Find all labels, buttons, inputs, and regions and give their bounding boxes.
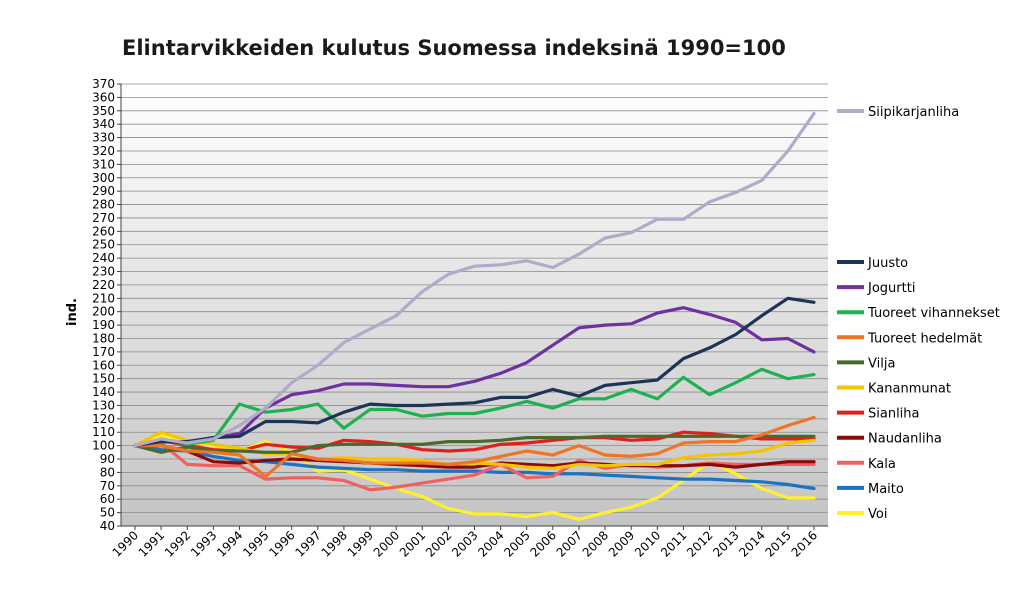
series-lines	[133, 111, 816, 521]
x-tick-label: 2014	[736, 528, 767, 559]
y-tick-label: 150	[92, 372, 115, 386]
y-axis-label: ind.	[65, 298, 80, 326]
x-axis-ticks: 1990199119921993199419951996199719981999…	[110, 526, 820, 560]
y-tick-label: 210	[92, 291, 115, 305]
y-tick-label: 290	[92, 184, 115, 198]
legend-entry-juusto: Juusto	[867, 256, 908, 271]
legend: Siipikarjanliha Juusto Jogurtti Tuoreet vih…	[837, 105, 1000, 522]
x-tick-label: 1995	[240, 528, 271, 559]
x-tick-label: 2001	[397, 528, 428, 559]
x-tick-label: 1997	[292, 528, 323, 559]
y-tick-label: 40	[100, 519, 115, 533]
legend-entry-kananmunat: Kananmunat	[868, 382, 951, 397]
series-line-tuoreet-vihannekset	[133, 367, 816, 448]
y-tick-label: 240	[92, 251, 115, 265]
x-tick-label: 2008	[580, 528, 611, 559]
x-tick-label: 1996	[266, 528, 297, 559]
x-tick-label: 1999	[345, 528, 376, 559]
x-tick-label: 2015	[763, 528, 794, 559]
y-axis-ticks: 4050607080901001101201301401501601701801…	[92, 77, 121, 533]
x-tick-label: 2003	[449, 528, 480, 559]
chart-title: Elintarvikkeiden kulutus Suomessa indeks…	[122, 36, 786, 60]
x-tick-label: 1998	[319, 528, 350, 559]
y-tick-label: 80	[100, 465, 115, 479]
x-tick-label: 2004	[475, 528, 506, 559]
x-tick-label: 2002	[423, 528, 454, 559]
y-tick-label: 50	[100, 506, 115, 520]
y-tick-label: 160	[92, 358, 115, 372]
y-tick-label: 120	[92, 412, 115, 426]
x-tick-label: 2012	[684, 528, 715, 559]
legend-entry-naudanliha: Naudanliha	[868, 432, 942, 447]
x-tick-label: 2006	[527, 528, 558, 559]
y-tick-label: 320	[92, 144, 115, 158]
y-tick-label: 330	[92, 131, 115, 145]
series-line-jogurtti	[133, 306, 816, 448]
x-tick-label: 1994	[214, 528, 245, 559]
x-tick-label: 1991	[136, 528, 167, 559]
x-tick-label: 2007	[554, 528, 585, 559]
y-tick-label: 300	[92, 171, 115, 185]
y-tick-label: 280	[92, 198, 115, 212]
series-line-siipikarjanliha	[133, 111, 816, 448]
series-line-vilja	[133, 434, 816, 454]
x-tick-label: 2005	[501, 528, 532, 559]
y-tick-label: 140	[92, 385, 115, 399]
x-tick-label: 2010	[632, 528, 663, 559]
x-tick-label: 2013	[710, 528, 741, 559]
y-tick-label: 200	[92, 305, 115, 319]
y-tick-label: 250	[92, 238, 115, 252]
legend-entry-sianliha: Sianliha	[868, 407, 920, 422]
y-tick-label: 100	[92, 439, 115, 453]
series-line-tuoreet-hedelm-t	[133, 415, 816, 478]
y-tick-label: 60	[100, 492, 115, 506]
y-tick-label: 180	[92, 331, 115, 345]
y-tick-label: 230	[92, 265, 115, 279]
y-tick-label: 360	[92, 90, 115, 104]
x-tick-label: 2009	[606, 528, 637, 559]
y-tick-label: 260	[92, 224, 115, 238]
x-tick-label: 2011	[658, 528, 689, 559]
legend-entry-siipikarjanliha: Siipikarjanliha	[868, 105, 959, 120]
y-tick-label: 350	[92, 104, 115, 118]
legend-entry-jogurtti: Jogurtti	[867, 281, 915, 296]
y-tick-label: 220	[92, 278, 115, 292]
y-tick-label: 270	[92, 211, 115, 225]
x-tick-label: 2016	[789, 528, 820, 559]
x-tick-label: 2000	[371, 528, 402, 559]
legend-entry-vilja: Vilja	[868, 356, 895, 371]
x-tick-label: 1992	[162, 528, 193, 559]
y-tick-label: 190	[92, 318, 115, 332]
y-tick-label: 170	[92, 345, 115, 359]
y-tick-label: 370	[92, 77, 115, 91]
y-tick-label: 90	[100, 452, 115, 466]
legend-entry-maito: Maito	[868, 482, 904, 497]
x-tick-label: 1993	[188, 528, 219, 559]
gridlines	[120, 83, 828, 527]
y-tick-label: 130	[92, 398, 115, 412]
y-tick-label: 110	[92, 425, 115, 439]
legend-entry-tuoreet-vihannekset: Tuoreet vihannekset	[867, 306, 1000, 321]
legend-entry-tuoreet-hedelm-t: Tuoreet hedelmät	[867, 331, 982, 346]
legend-entry-voi: Voi	[868, 507, 887, 522]
y-tick-label: 70	[100, 479, 115, 493]
legend-entry-kala: Kala	[868, 457, 896, 472]
y-tick-label: 340	[92, 117, 115, 131]
series-line-juusto	[133, 296, 816, 448]
y-tick-label: 310	[92, 157, 115, 171]
